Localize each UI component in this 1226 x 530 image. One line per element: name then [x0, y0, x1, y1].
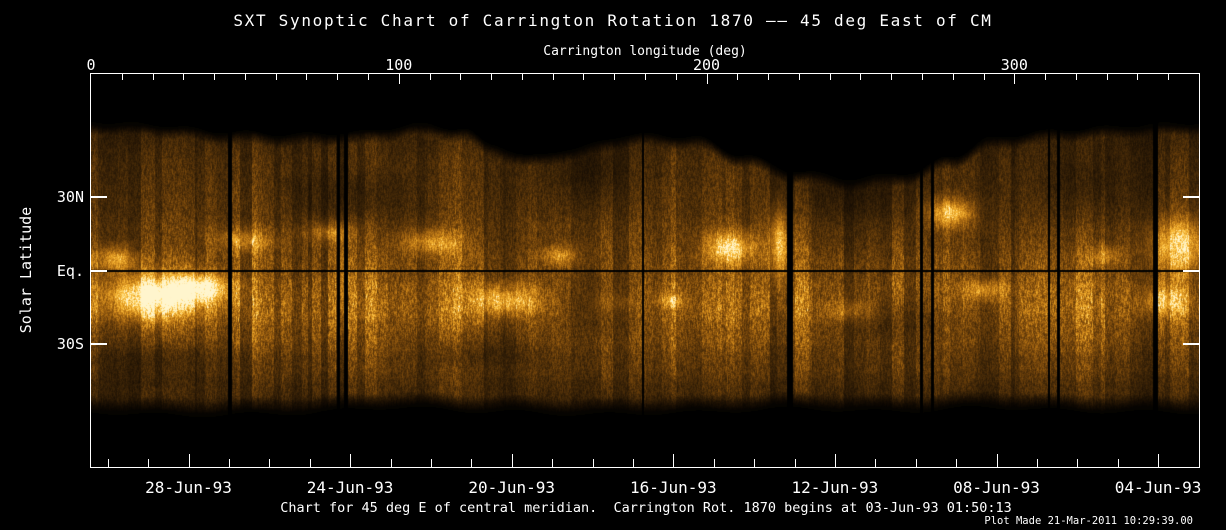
- date-tick-label: 16-Jun-93: [629, 478, 717, 497]
- axis-tick-mark: [306, 74, 308, 80]
- axis-tick-mark: [275, 74, 277, 80]
- axis-tick-mark: [1014, 74, 1016, 84]
- axis-tick-mark: [614, 74, 616, 80]
- axis-tick-mark: [583, 74, 585, 80]
- axis-tick-mark: [152, 74, 154, 80]
- axis-tick-mark: [829, 74, 831, 80]
- axis-tick-mark: [922, 74, 923, 80]
- axis-tick-mark: [244, 74, 246, 80]
- axis-tick-mark: [996, 454, 998, 467]
- axis-tick-mark: [107, 459, 109, 467]
- axis-tick-mark: [834, 454, 836, 467]
- axis-tick-mark: [552, 459, 554, 467]
- axis-tick-mark: [645, 74, 646, 80]
- date-tick-label: 28-Jun-93: [145, 478, 232, 497]
- axis-tick-mark: [1183, 343, 1199, 345]
- axis-tick-mark: [754, 459, 756, 467]
- date-tick-label: 20-Jun-93: [468, 478, 556, 497]
- date-tick-label: 12-Jun-93: [791, 478, 879, 497]
- axis-tick-mark: [706, 74, 708, 84]
- axis-tick-mark: [860, 74, 862, 80]
- axis-tick-mark: [1168, 74, 1170, 80]
- latitude-tick-label: 30S: [56, 335, 84, 353]
- axis-tick-mark: [350, 454, 352, 467]
- axis-tick-mark: [460, 74, 462, 80]
- axis-tick-mark: [491, 74, 493, 80]
- top-axis-label: Carrington longitude (deg): [543, 44, 747, 59]
- chart-title: SXT Synoptic Chart of Carrington Rotatio…: [233, 11, 993, 30]
- axis-tick-mark: [390, 459, 392, 467]
- date-tick-label: 04-Jun-93: [1114, 478, 1202, 497]
- axis-tick-mark: [1077, 459, 1079, 467]
- axis-tick-mark: [915, 459, 917, 467]
- plot-made-timestamp: Plot Made 21-Mar-2011 10:29:39.00: [984, 515, 1193, 527]
- axis-tick-mark: [956, 459, 958, 467]
- axis-tick-mark: [183, 74, 185, 80]
- axis-tick-mark: [471, 459, 473, 467]
- axis-tick-mark: [91, 196, 107, 198]
- axis-tick-mark: [91, 343, 107, 345]
- plot-border: [90, 73, 1200, 468]
- axis-tick-mark: [1137, 74, 1139, 80]
- axis-tick-mark: [632, 459, 634, 467]
- axis-tick-mark: [1183, 270, 1199, 272]
- axis-tick-mark: [511, 454, 513, 467]
- axis-tick-mark: [983, 74, 985, 80]
- axis-tick-mark: [552, 74, 554, 80]
- axis-tick-mark: [91, 270, 107, 272]
- axis-tick-mark: [794, 459, 796, 467]
- axis-tick-mark: [675, 74, 677, 80]
- axis-tick-mark: [309, 459, 311, 467]
- axis-tick-mark: [188, 454, 190, 467]
- axis-tick-mark: [337, 74, 339, 80]
- top-axis-tick-label: 300: [1000, 56, 1028, 74]
- top-axis-tick-label: 200: [693, 56, 721, 74]
- axis-tick-mark: [1158, 454, 1160, 467]
- axis-tick-mark: [1183, 196, 1199, 198]
- axis-tick-mark: [1036, 459, 1038, 467]
- axis-tick-mark: [269, 459, 271, 467]
- date-tick-label: 08-Jun-93: [953, 478, 1040, 497]
- axis-tick-mark: [737, 74, 739, 80]
- axis-tick-mark: [713, 459, 715, 467]
- axis-tick-mark: [228, 459, 230, 467]
- axis-tick-mark: [592, 459, 594, 467]
- latitude-tick-label: Eq.: [56, 262, 84, 280]
- axis-tick-mark: [430, 459, 432, 467]
- latitude-tick-label: 30N: [56, 188, 84, 206]
- axis-tick-mark: [148, 459, 150, 467]
- axis-tick-mark: [521, 74, 523, 80]
- axis-tick-mark: [1106, 74, 1108, 80]
- synoptic-map-image: [91, 74, 1199, 467]
- axis-tick-mark: [214, 74, 216, 80]
- date-tick-label: 24-Jun-93: [306, 478, 394, 497]
- axis-tick-mark: [798, 74, 800, 80]
- axis-tick-mark: [768, 74, 770, 80]
- caption: Chart for 45 deg E of central meridian. …: [280, 500, 1012, 516]
- axis-tick-mark: [673, 454, 675, 467]
- top-axis-tick-label: 100: [385, 56, 413, 74]
- axis-tick-mark: [368, 74, 369, 80]
- axis-tick-mark: [891, 74, 893, 80]
- axis-tick-mark: [875, 459, 877, 467]
- top-axis-tick-label: 0: [86, 56, 96, 74]
- axis-tick-mark: [429, 74, 431, 80]
- axis-tick-mark: [1117, 459, 1119, 467]
- axis-tick-mark: [952, 74, 954, 80]
- axis-tick-mark: [121, 74, 123, 80]
- axis-tick-mark: [1075, 74, 1077, 80]
- axis-tick-mark: [398, 74, 400, 84]
- axis-tick-mark: [1045, 74, 1047, 80]
